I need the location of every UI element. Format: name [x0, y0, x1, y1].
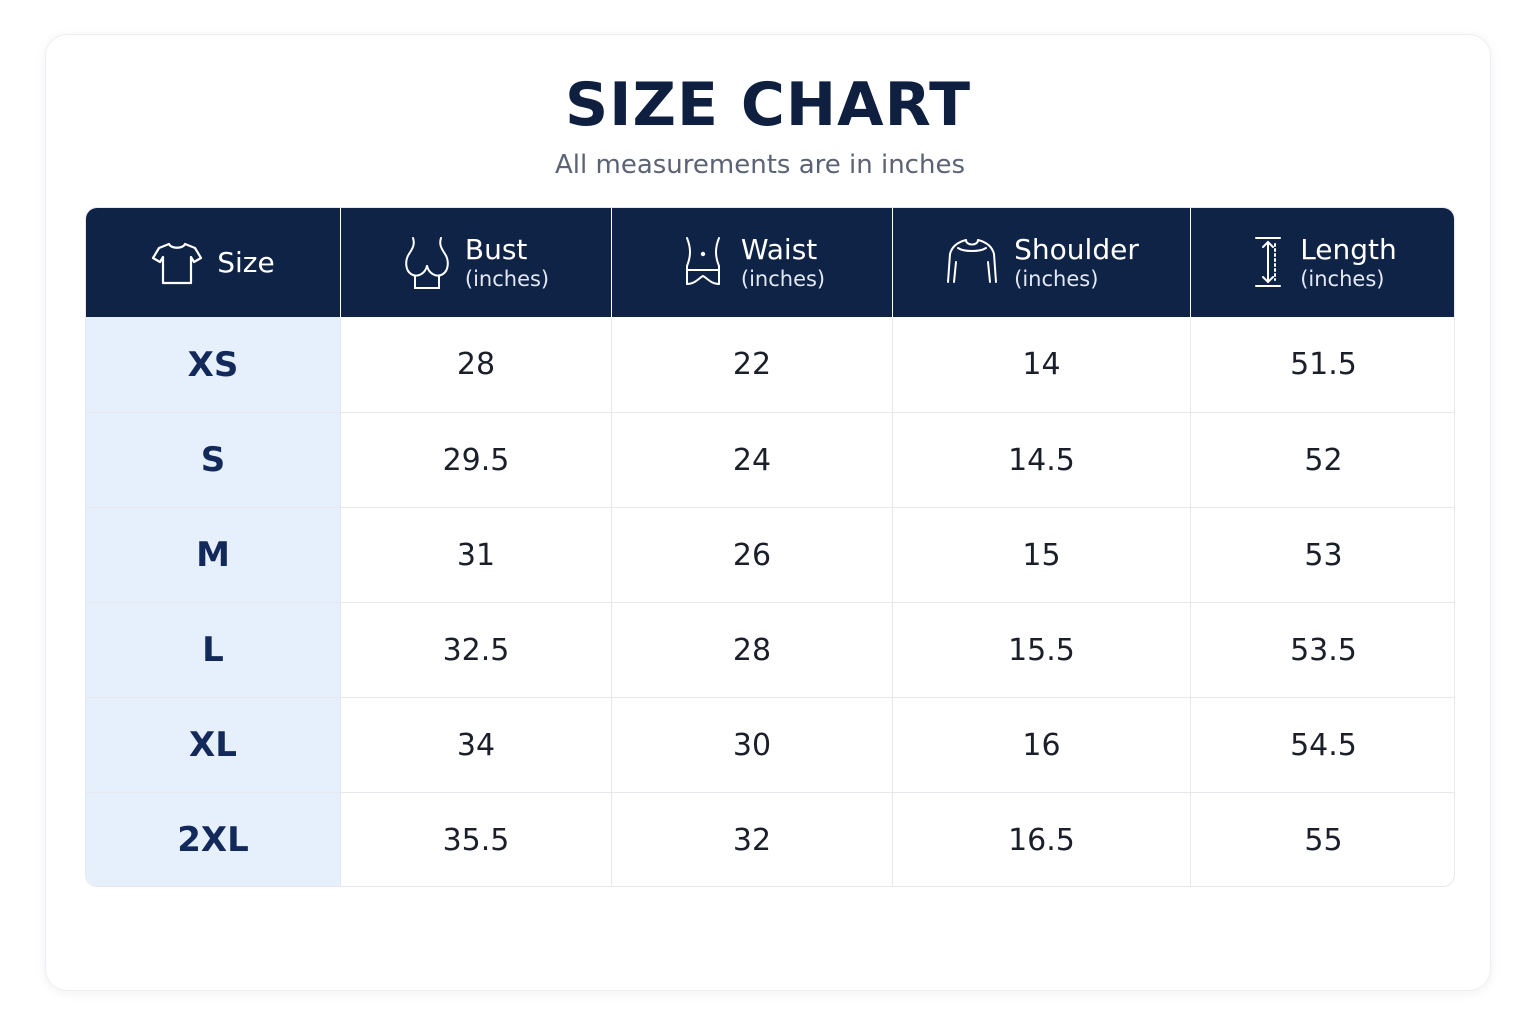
table-row: L 32.5 28 15.5 53.5	[86, 602, 1454, 697]
bust-cell: 29.5	[340, 413, 611, 507]
shoulder-cell: 15.5	[892, 603, 1190, 697]
size-table: Size Bust (inches)	[85, 207, 1455, 887]
shoulder-cell: 14.5	[892, 413, 1190, 507]
length-cell: 52	[1190, 413, 1454, 507]
shoulder-cell: 16	[892, 698, 1190, 792]
waist-cell: 28	[611, 603, 892, 697]
waist-cell: 22	[611, 317, 892, 412]
size-cell: 2XL	[86, 793, 340, 886]
table-row: XL 34 30 16 54.5	[86, 697, 1454, 792]
column-label-shoulder: Shoulder	[1014, 232, 1139, 266]
column-header-shoulder: Shoulder (inches)	[892, 208, 1190, 317]
size-cell: L	[86, 603, 340, 697]
bust-cell: 34	[340, 698, 611, 792]
waist-icon	[679, 234, 727, 292]
column-header-length: Length (inches)	[1190, 208, 1454, 317]
size-cell: M	[86, 508, 340, 602]
table-row: M 31 26 15 53	[86, 507, 1454, 602]
bust-cell: 32.5	[340, 603, 611, 697]
shoulder-cell: 15	[892, 508, 1190, 602]
size-cell: S	[86, 413, 340, 507]
column-label-length: Length	[1300, 232, 1397, 266]
column-label-bust: Bust	[464, 232, 528, 266]
bust-cell: 31	[340, 508, 611, 602]
shoulder-icon	[944, 234, 1000, 292]
bust-cell: 35.5	[340, 793, 611, 886]
bust-icon	[403, 234, 451, 292]
column-unit-shoulder: (inches)	[1014, 266, 1099, 291]
waist-cell: 26	[611, 508, 892, 602]
table-header: Size Bust (inches)	[86, 208, 1454, 317]
waist-cell: 24	[611, 413, 892, 507]
table-row: XS 28 22 14 51.5	[86, 317, 1454, 412]
column-label-waist: Waist	[740, 232, 818, 266]
waist-cell: 30	[611, 698, 892, 792]
length-cell: 55	[1190, 793, 1454, 886]
column-unit-waist: (inches)	[740, 266, 826, 291]
waist-cell: 32	[611, 793, 892, 886]
page-subtitle: All measurements are in inches	[555, 150, 965, 180]
tshirt-icon	[151, 240, 203, 286]
column-header-size: Size	[86, 208, 340, 317]
size-cell: XS	[86, 317, 340, 412]
column-unit-length: (inches)	[1300, 266, 1385, 291]
shoulder-cell: 14	[892, 317, 1190, 412]
page-title: SIZE CHART	[564, 70, 972, 140]
length-cell: 51.5	[1190, 317, 1454, 412]
table-row: 2XL 35.5 32 16.5 55	[86, 792, 1454, 886]
length-cell: 53.5	[1190, 603, 1454, 697]
column-unit-bust: (inches)	[464, 266, 550, 291]
length-icon	[1250, 234, 1286, 292]
column-header-waist: Waist (inches)	[611, 208, 892, 317]
length-cell: 53	[1190, 508, 1454, 602]
shoulder-cell: 16.5	[892, 793, 1190, 886]
bust-cell: 28	[340, 317, 611, 412]
length-cell: 54.5	[1190, 698, 1454, 792]
size-cell: XL	[86, 698, 340, 792]
table-row: S 29.5 24 14.5 52	[86, 412, 1454, 507]
column-header-bust: Bust (inches)	[340, 208, 611, 317]
column-label-size: Size	[217, 245, 275, 279]
